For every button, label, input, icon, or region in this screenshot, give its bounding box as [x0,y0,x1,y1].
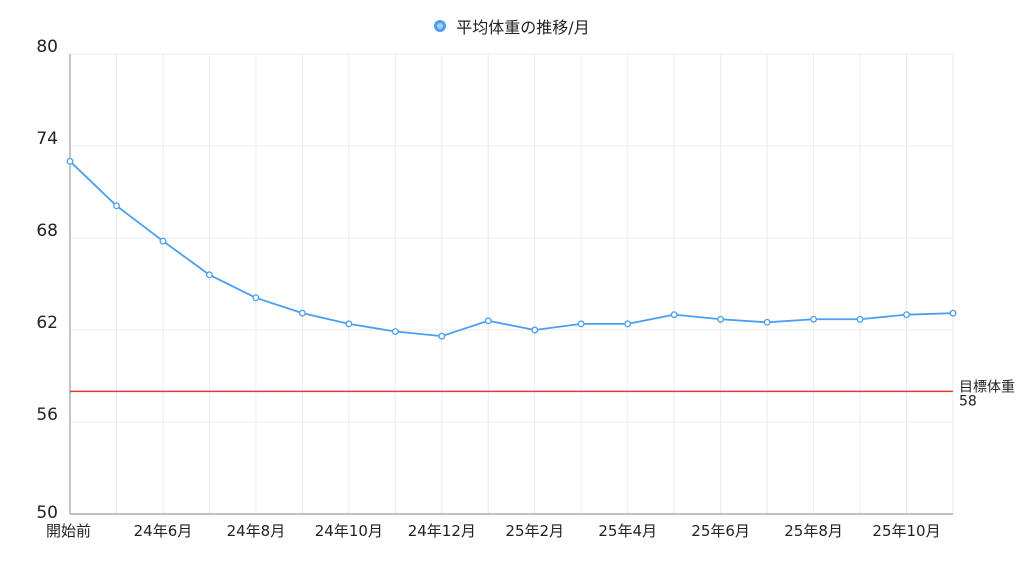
y-axis-tick-labels: 50 56 62 68 74 80 [36,37,58,523]
x-tick-label: 25年10月 [872,522,940,540]
data-point-marker[interactable] [66,157,74,165]
x-tick-label: 24年10月 [315,522,383,540]
chart-legend[interactable]: 平均体重の推移/月 [0,14,1024,38]
data-point-marker[interactable] [391,328,399,335]
axes [69,54,953,515]
data-point-marker[interactable] [298,309,306,317]
data-point-marker[interactable] [810,315,818,323]
data-point-marker[interactable] [484,317,492,325]
y-tick-label: 74 [36,129,58,149]
data-point-marker[interactable] [903,311,910,319]
data-point-marker[interactable] [856,315,864,323]
y-tick-label: 50 [36,503,58,523]
data-point-marker[interactable] [345,320,353,328]
data-point-marker[interactable] [670,311,678,319]
y-tick-label: 68 [36,221,58,241]
data-point-marker[interactable] [949,309,957,317]
data-point-marker[interactable] [531,326,539,334]
circle-marker-icon [434,20,447,32]
data-point-marker[interactable] [113,202,120,210]
x-tick-label: 24年12月 [408,522,476,540]
x-tick-label: 25年4月 [598,522,657,540]
data-point-marker[interactable] [577,320,585,328]
x-tick-label: 24年6月 [134,522,193,540]
weight-series-line [66,157,957,340]
target-label: 目標体重 [959,379,1015,395]
x-tick-label: 25年2月 [505,522,564,540]
data-point-marker[interactable] [717,315,725,323]
x-tick-label: 25年6月 [691,522,750,540]
legend-label: 平均体重の推移/月 [456,18,590,37]
data-point-marker[interactable] [624,320,632,328]
data-point-marker[interactable] [763,318,771,326]
x-tick-label: 開始前 [46,522,91,540]
x-tick-label: 24年8月 [227,522,286,540]
y-tick-label: 80 [36,37,58,57]
data-point-marker[interactable] [438,332,446,340]
y-tick-label: 62 [36,313,58,333]
y-tick-label: 56 [36,405,58,425]
x-axis-tick-labels: 開始前 24年6月 24年8月 24年10月 24年12月 25年2月 25年4月 25年6月… [46,522,941,540]
target-value-label: 58 [959,393,977,409]
data-point-marker[interactable] [159,237,167,245]
series-line [69,160,954,338]
grid-lines [69,53,954,515]
data-point-marker[interactable] [252,294,260,302]
x-tick-label: 25年8月 [784,522,843,540]
data-point-marker[interactable] [205,271,213,279]
